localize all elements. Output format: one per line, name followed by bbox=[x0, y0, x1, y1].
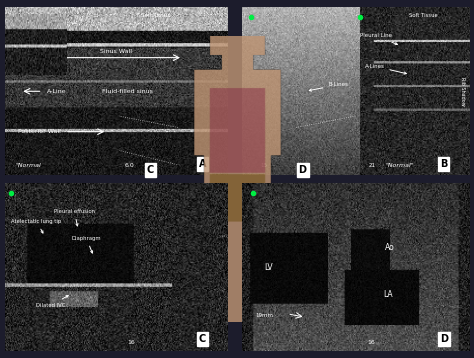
Text: Ao: Ao bbox=[385, 243, 395, 252]
Text: Atelectatic lung tip: Atelectatic lung tip bbox=[11, 219, 62, 233]
Text: Posterior Wall: Posterior Wall bbox=[18, 129, 61, 134]
Text: Soft Tissue: Soft Tissue bbox=[410, 13, 438, 18]
Text: "Normal": "Normal" bbox=[385, 163, 414, 168]
Text: 6.0: 6.0 bbox=[125, 163, 135, 168]
Text: C: C bbox=[199, 334, 206, 344]
Text: Dilated IVC: Dilated IVC bbox=[36, 296, 68, 308]
Text: 15: 15 bbox=[260, 163, 267, 168]
Text: "Normal: "Normal bbox=[16, 163, 42, 168]
Text: 16: 16 bbox=[127, 340, 135, 345]
Text: C: C bbox=[147, 165, 154, 175]
Text: D: D bbox=[299, 165, 307, 175]
Text: 16: 16 bbox=[367, 340, 374, 345]
Text: Pleural effusion: Pleural effusion bbox=[54, 209, 95, 226]
Text: Rib Shadow: Rib Shadow bbox=[460, 77, 465, 106]
Text: Fluid-filled sinus: Fluid-filled sinus bbox=[102, 89, 153, 94]
Text: LA: LA bbox=[383, 290, 392, 299]
Text: LV: LV bbox=[264, 263, 273, 272]
Text: B: B bbox=[440, 159, 447, 169]
Text: A-Line: A-Line bbox=[47, 89, 66, 94]
Text: Pleural Line: Pleural Line bbox=[360, 33, 397, 45]
Text: Soft Tissue: Soft Tissue bbox=[141, 13, 171, 18]
Text: D: D bbox=[440, 334, 447, 344]
Text: 21: 21 bbox=[369, 163, 376, 168]
Text: A-Lines: A-Lines bbox=[365, 64, 406, 74]
Text: Sinus Wall: Sinus Wall bbox=[100, 49, 132, 54]
Text: Diaphragm: Diaphragm bbox=[72, 236, 101, 253]
Text: A: A bbox=[199, 159, 206, 169]
Text: 19mm: 19mm bbox=[255, 313, 273, 318]
Text: B-Lines: B-Lines bbox=[309, 82, 348, 91]
